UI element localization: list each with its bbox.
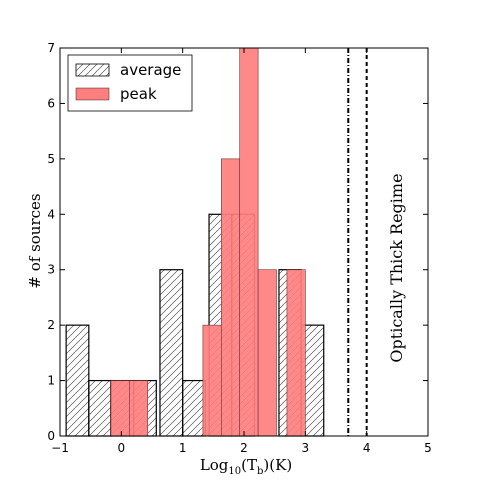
legend-swatch-average [75, 63, 110, 77]
y-tick-label: 5 [47, 152, 55, 166]
x-tick-label: 2 [240, 441, 248, 455]
x-tick-label: 5 [424, 441, 432, 455]
peak-bar [129, 380, 149, 437]
y-tick-label: 3 [47, 263, 55, 277]
average-bar [159, 269, 184, 437]
peak-bar [239, 47, 259, 437]
x-tick-label: −1 [51, 441, 69, 455]
y-tick-label: 4 [47, 207, 55, 221]
y-axis-label: # of sources [26, 193, 44, 288]
average-bars [65, 213, 325, 437]
peak-bar [221, 158, 241, 437]
x-tick-label: 3 [302, 441, 310, 455]
peak-bar [202, 324, 222, 437]
y-tick-label: 7 [47, 41, 55, 55]
average-bar [65, 324, 90, 437]
x-tick-label: 4 [363, 441, 371, 455]
peak-bar [257, 269, 277, 437]
reference-lines [347, 48, 368, 436]
peak-bar [286, 269, 306, 437]
y-tick-label: 6 [47, 96, 55, 110]
y-tick-label: 0 [47, 429, 55, 443]
x-tick-label: 0 [118, 441, 126, 455]
x-axis-label: Log10(Tb)(K) [200, 456, 292, 477]
legend-swatch-peak [75, 87, 110, 101]
optically-thick-annotation: Optically Thick Regime [387, 173, 406, 362]
legend: average peak [67, 54, 193, 112]
legend-label-peak: peak [120, 85, 157, 103]
x-tick-label: 1 [179, 441, 187, 455]
y-tick-label: 2 [47, 318, 55, 332]
average-bar [182, 379, 206, 437]
average-bar [88, 379, 112, 437]
y-tick-label: 1 [47, 374, 55, 388]
peak-bar [110, 380, 130, 437]
legend-label-average: average [120, 61, 181, 79]
